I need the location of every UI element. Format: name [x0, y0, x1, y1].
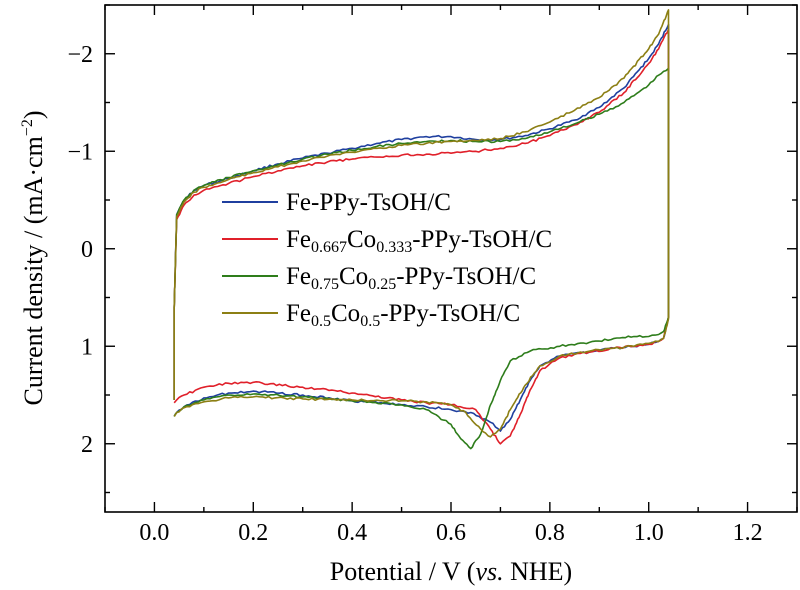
y-tick-label: 2 — [81, 432, 93, 458]
legend-label: Fe0.75Co0.25-PPy-TsOH/C — [286, 263, 536, 293]
series-line — [173, 9, 670, 438]
x-tick-label: 0.2 — [238, 520, 268, 546]
x-tick-label: 1.0 — [634, 520, 664, 546]
y-tick-label: 1 — [81, 334, 93, 360]
x-tick-label: 0.4 — [337, 520, 367, 546]
y-tick-label: 0 — [81, 237, 93, 263]
x-tick-label: 0.8 — [535, 520, 565, 546]
axis-ticks — [104, 4, 798, 512]
legend: Fe-PPy-TsOH/C Fe0.667Co0.333-PPy-TsOH/C Fe… — [222, 189, 552, 330]
y-tick-label: −1 — [67, 139, 93, 165]
x-tick-label: 0.6 — [436, 520, 466, 546]
x-tick-label: 0.0 — [139, 520, 169, 546]
plot-frame — [104, 4, 798, 513]
legend-label: Fe0.5Co0.5-PPy-TsOH/C — [286, 300, 520, 330]
x-axis-title: Potential / V (vs. NHE) — [330, 557, 572, 586]
x-tick-label: 1.2 — [733, 520, 763, 546]
series-layer — [173, 9, 670, 450]
y-axis-title: Current density / (mA·cm−2) — [19, 110, 48, 405]
y-tick-label: −2 — [67, 42, 93, 68]
legend-label: Fe-PPy-TsOH/C — [286, 189, 451, 216]
tick-labels: 0.0 0.2 0.4 0.6 0.8 1.0 1.2 −2 −1 0 1 2 — [67, 42, 762, 546]
legend-label: Fe0.667Co0.333-PPy-TsOH/C — [286, 226, 552, 256]
